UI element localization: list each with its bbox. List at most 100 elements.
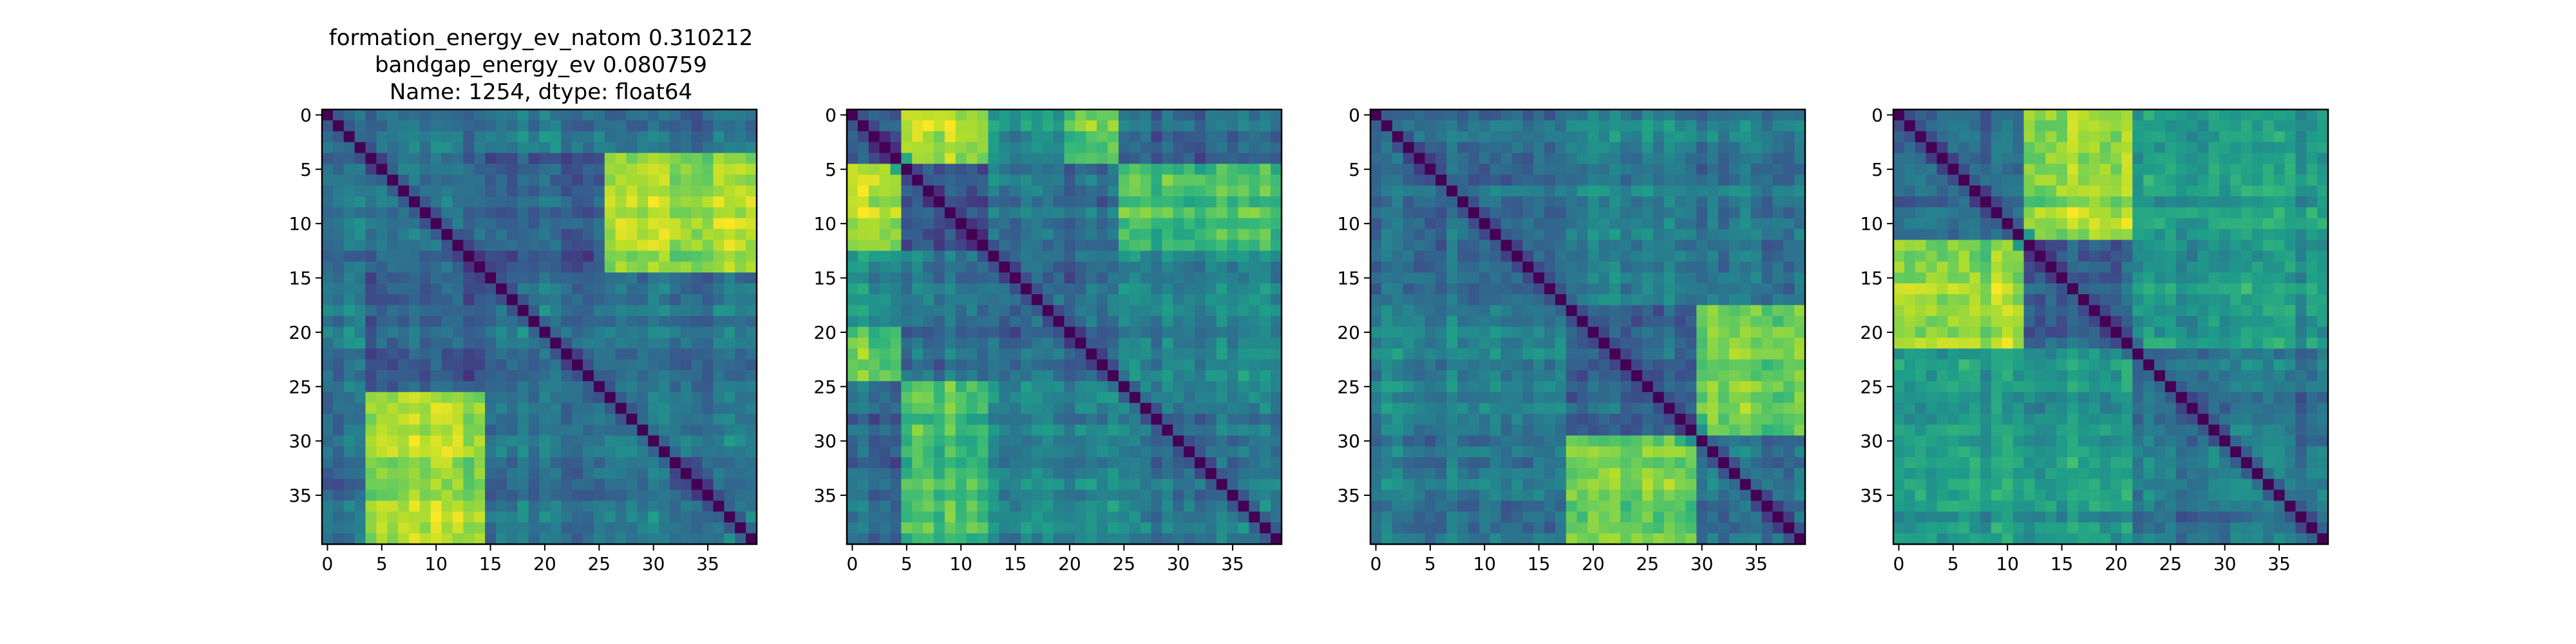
- heatmap-cell: [1392, 359, 1404, 371]
- heatmap-cell: [1555, 164, 1567, 175]
- heatmap-cell: [1249, 164, 1260, 175]
- heatmap-cell: [1522, 511, 1534, 523]
- heatmap-cell: [496, 131, 507, 143]
- heatmap-cell: [691, 131, 703, 143]
- heatmap-cell: [322, 272, 334, 284]
- heatmap-cell: [1249, 142, 1260, 154]
- heatmap-cell: [1728, 131, 1741, 143]
- heatmap-cell: [988, 142, 999, 154]
- heatmap-cell: [1457, 533, 1469, 545]
- heatmap-cell: [1479, 131, 1491, 143]
- heatmap-cell: [1216, 500, 1228, 512]
- heatmap-cell: [1271, 261, 1282, 273]
- heatmap-cell: [702, 283, 714, 295]
- heatmap-cell: [1425, 413, 1436, 425]
- heatmap-cell: [1129, 164, 1141, 175]
- heatmap-cell: [988, 478, 999, 491]
- heatmap-cell: [1468, 370, 1480, 382]
- heatmap-cell: [387, 424, 399, 436]
- heatmap-cell: [746, 424, 757, 436]
- heatmap-cell: [1696, 142, 1708, 154]
- heatmap-cell: [583, 478, 594, 491]
- heatmap-cell: [680, 327, 692, 338]
- heatmap-cell: [1184, 207, 1195, 219]
- heatmap-cell: [398, 370, 410, 382]
- heatmap-cell: [1642, 120, 1654, 132]
- heatmap-cell: [1195, 218, 1206, 230]
- heatmap-cell: [648, 522, 659, 534]
- heatmap-cell: [637, 294, 649, 306]
- heatmap-cell: [1140, 185, 1152, 197]
- heatmap-cell: [1403, 337, 1415, 349]
- heatmap-cell: [539, 424, 551, 436]
- heatmap-cell: [354, 500, 366, 512]
- heatmap-cell: [890, 207, 902, 219]
- heatmap-cell: [1674, 109, 1686, 121]
- heatmap-cell: [912, 109, 923, 121]
- heatmap-cell: [1598, 402, 1610, 415]
- heatmap-cell: [409, 120, 421, 132]
- heatmap-cell: [1151, 120, 1162, 132]
- heatmap-cell: [1108, 392, 1119, 404]
- heatmap-cell: [376, 435, 388, 447]
- heatmap-cell: [1772, 413, 1784, 425]
- heatmap-cell: [1620, 457, 1632, 469]
- heatmap-cell: [485, 218, 497, 230]
- heatmap-cell: [1425, 153, 1436, 164]
- heatmap-cell: [1468, 153, 1480, 164]
- heatmap-cell: [1435, 446, 1447, 458]
- heatmap-cell: [944, 468, 956, 480]
- heatmap-cell: [1249, 533, 1260, 545]
- heatmap-cell: [1609, 402, 1621, 415]
- heatmap-cell: [343, 207, 355, 219]
- heatmap-cell: [1653, 294, 1665, 306]
- heatmap-cell: [441, 305, 453, 317]
- heatmap-cell: [1435, 120, 1447, 132]
- heatmap-cell: [343, 305, 355, 317]
- heatmap-cell: [1761, 402, 1773, 415]
- heatmap-cell: [1108, 435, 1119, 447]
- heatmap-cell: [376, 294, 388, 306]
- heatmap-cell: [615, 185, 627, 197]
- heatmap-cell: [1010, 446, 1021, 458]
- heatmap-cell: [746, 218, 757, 230]
- heatmap-cell: [1663, 435, 1676, 447]
- heatmap-cell: [474, 196, 486, 208]
- heatmap-cell: [1184, 142, 1195, 154]
- heatmap-cell: [1750, 272, 1763, 284]
- heatmap-cell: [517, 402, 529, 415]
- heatmap-cell: [1490, 511, 1502, 523]
- heatmap-cell: [890, 316, 902, 328]
- axes-frame: [1369, 108, 1806, 545]
- heatmap-cell: [452, 294, 464, 306]
- heatmap-cell: [1663, 240, 1676, 251]
- heatmap-cell: [1162, 175, 1173, 186]
- heatmap-cell: [901, 131, 913, 143]
- heatmap-cell: [648, 348, 659, 360]
- heatmap-cell: [1151, 185, 1162, 197]
- heatmap-cell: [934, 489, 945, 502]
- heatmap-cell: [1707, 511, 1719, 523]
- heatmap-cell: [398, 424, 410, 436]
- heatmap-cell: [1750, 131, 1763, 143]
- heatmap-cell: [1435, 348, 1447, 360]
- heatmap-cell: [430, 348, 442, 360]
- heatmap-cell: [1598, 337, 1610, 349]
- heatmap-cell: [1271, 175, 1282, 186]
- heatmap-cell: [1653, 522, 1665, 534]
- heatmap-cell: [387, 240, 399, 251]
- heatmap-cell: [376, 533, 388, 545]
- heatmap-cell: [1140, 478, 1152, 491]
- heatmap-cell: [1097, 120, 1108, 132]
- heatmap-cell: [912, 185, 923, 197]
- heatmap-cell: [1140, 142, 1152, 154]
- heatmap-cell: [1403, 164, 1415, 175]
- heatmap-cell: [343, 348, 355, 360]
- heatmap-cell: [452, 424, 464, 436]
- heatmap-cell: [474, 511, 486, 523]
- heatmap-cell: [572, 142, 583, 154]
- heatmap-cell: [1685, 435, 1697, 447]
- heatmap-cell: [506, 261, 518, 273]
- heatmap-cell: [1140, 359, 1152, 371]
- heatmap-cell: [1260, 207, 1271, 219]
